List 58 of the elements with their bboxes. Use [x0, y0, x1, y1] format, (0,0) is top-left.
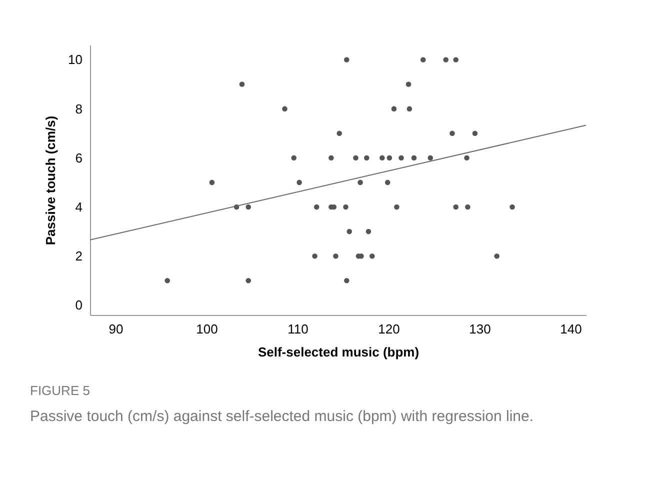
- y-tick-label: 6: [75, 150, 82, 166]
- point: [209, 180, 215, 186]
- point: [296, 180, 302, 186]
- point: [239, 82, 245, 87]
- point: [328, 155, 334, 161]
- point: [314, 204, 320, 210]
- point: [464, 155, 470, 161]
- point: [453, 57, 459, 62]
- x-tick-label: 130: [469, 322, 491, 336]
- point: [364, 155, 370, 161]
- point: [291, 155, 297, 161]
- point: [472, 130, 478, 136]
- point: [282, 106, 288, 112]
- point: [344, 278, 350, 284]
- point: [394, 204, 400, 210]
- y-axis-title: Passive touch (cm/s): [43, 116, 58, 246]
- point: [443, 57, 448, 62]
- x-tick-label: 140: [560, 322, 582, 336]
- point: [386, 155, 392, 161]
- caption: FIGURE 5: [30, 383, 90, 398]
- point: [406, 106, 412, 112]
- x-tick-label: 110: [288, 322, 308, 336]
- point: [343, 204, 348, 210]
- y-tick-label: 4: [75, 200, 82, 214]
- point: [366, 228, 372, 234]
- x-tick-label: 90: [108, 322, 124, 336]
- point: [494, 253, 500, 259]
- point: [353, 155, 358, 161]
- point: [398, 155, 404, 161]
- point: [346, 228, 352, 234]
- point: [406, 82, 412, 87]
- point: [391, 106, 397, 112]
- point: [510, 204, 515, 210]
- point: [333, 253, 338, 259]
- point: [465, 204, 470, 210]
- point: [164, 278, 170, 284]
- point: [453, 204, 459, 210]
- point: [369, 253, 375, 259]
- point: [384, 180, 390, 186]
- x-axis-title: Self-selected music (bpm): [258, 344, 420, 360]
- point: [246, 204, 251, 210]
- y-tick-label: 0: [75, 298, 82, 313]
- y-tick-label: 2: [75, 248, 82, 264]
- point: [358, 180, 363, 186]
- point: [336, 130, 342, 136]
- point: [420, 57, 426, 62]
- point: [246, 278, 251, 284]
- point: [379, 155, 385, 161]
- point: [428, 155, 434, 161]
- point: [344, 57, 350, 62]
- y-tick-label: 10: [68, 52, 82, 68]
- point: [450, 130, 455, 136]
- point: [411, 155, 417, 161]
- point: [312, 253, 318, 259]
- x-tick-label: 100: [196, 322, 218, 336]
- text: Passive touch (cm/s) against self-selected music (bpm) with regression line.: [30, 408, 534, 425]
- x-tick-label: 120: [378, 322, 400, 336]
- y-tick-label: 8: [75, 101, 82, 116]
